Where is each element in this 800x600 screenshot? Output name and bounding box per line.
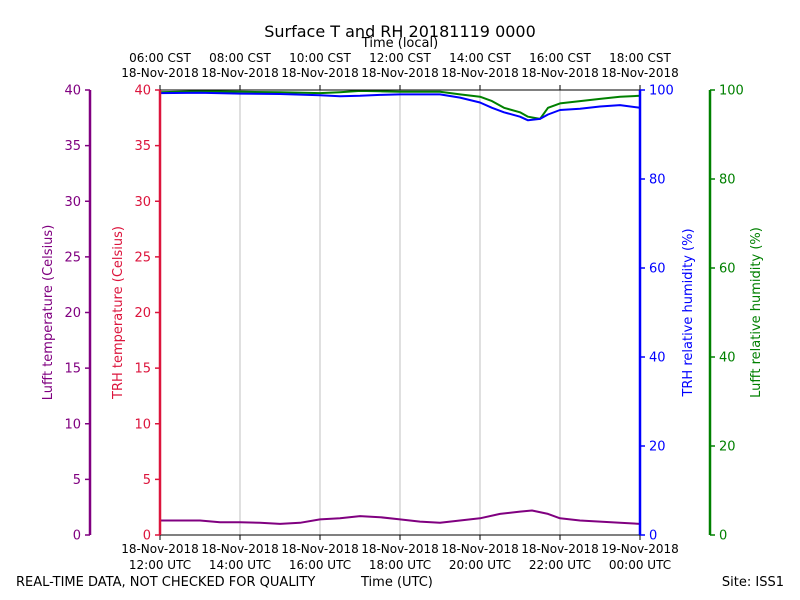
y-tick-label-lufft_temp: 20 bbox=[64, 306, 81, 321]
y-tick-label-trh_temp: 10 bbox=[134, 417, 151, 432]
quality-disclaimer: REAL-TIME DATA, NOT CHECKED FOR QUALITY bbox=[16, 575, 316, 590]
y-tick-label-lufft_rh: 60 bbox=[719, 262, 736, 277]
x-tick-label-utc-date: 18-Nov-2018 bbox=[201, 542, 279, 556]
y-tick-label-lufft_rh: 0 bbox=[719, 529, 727, 544]
x-tick-label-local-date: 18-Nov-2018 bbox=[281, 66, 359, 80]
series-trh-relative-humidity bbox=[159, 91, 641, 122]
y-tick-label-trh_rh: 80 bbox=[649, 173, 666, 188]
y-tick-label-lufft_temp: 10 bbox=[64, 417, 81, 432]
x-tick-label-local-date: 18-Nov-2018 bbox=[601, 66, 679, 80]
gridlines bbox=[239, 90, 561, 535]
x-tick-label-local-time: 06:00 CST bbox=[129, 51, 191, 65]
y-tick-label-trh_temp: 5 bbox=[143, 473, 151, 488]
y-tick-label-lufft_rh: 20 bbox=[719, 440, 736, 455]
x-tick-label-local-time: 08:00 CST bbox=[209, 51, 271, 65]
x-tick-label-local-time: 16:00 CST bbox=[529, 51, 591, 65]
x-tick-label-utc-time: 22:00 UTC bbox=[529, 558, 591, 572]
y-tick-label-trh_temp: 30 bbox=[134, 195, 151, 210]
x-tick-label-utc-date: 18-Nov-2018 bbox=[361, 542, 439, 556]
x-tick-label-local-date: 18-Nov-2018 bbox=[361, 66, 439, 80]
y-tick-label-trh_temp: 20 bbox=[134, 306, 151, 321]
y-tick-label-trh_rh: 40 bbox=[649, 351, 666, 366]
y-tick-label-lufft_temp: 35 bbox=[64, 139, 81, 154]
y-tick-label-lufft_temp: 15 bbox=[64, 362, 81, 377]
y-tick-label-trh_rh: 60 bbox=[649, 262, 666, 277]
series-lufft-relative-humidity bbox=[159, 89, 641, 120]
y-axis-title-lufft_temp: Lufft temperature (Celsius) bbox=[41, 225, 56, 401]
y-tick-label-trh_temp: 25 bbox=[134, 250, 151, 265]
y-tick-label-trh_rh: 100 bbox=[649, 84, 674, 99]
x-tick-label-local-date: 18-Nov-2018 bbox=[201, 66, 279, 80]
axes: 18-Nov-2018 12:00 UTC 18-Nov-2018 14:00 UTC… bbox=[41, 51, 764, 572]
y-tick-label-lufft_temp: 25 bbox=[64, 250, 81, 265]
y-tick-label-lufft_temp: 30 bbox=[64, 195, 81, 210]
chart-title: Surface T and RH 20181119 0000 bbox=[264, 22, 536, 41]
y-tick-label-trh_temp: 35 bbox=[134, 139, 151, 154]
y-tick-label-trh_temp: 15 bbox=[134, 362, 151, 377]
x-tick-label-utc-date: 19-Nov-2018 bbox=[601, 542, 679, 556]
x-tick-label-local-time: 10:00 CST bbox=[289, 51, 351, 65]
y-tick-label-trh_temp: 0 bbox=[143, 529, 151, 544]
y-tick-label-trh_rh: 20 bbox=[649, 440, 666, 455]
y-tick-label-lufft_temp: 5 bbox=[73, 473, 81, 488]
top-axis-label: Time (local) bbox=[361, 36, 438, 51]
site-label: Site: ISS1 bbox=[721, 575, 784, 590]
x-tick-label-utc-time: 00:00 UTC bbox=[609, 558, 671, 572]
y-tick-label-lufft_temp: 40 bbox=[64, 84, 81, 99]
series-lufft-temperature bbox=[160, 509, 641, 525]
x-tick-label-local-time: 18:00 CST bbox=[609, 51, 671, 65]
x-tick-label-local-time: 14:00 CST bbox=[449, 51, 511, 65]
x-tick-label-utc-date: 18-Nov-2018 bbox=[281, 542, 359, 556]
y-axis-title-lufft_rh: Lufft relative humidity (%) bbox=[749, 227, 764, 398]
x-tick-label-utc-time: 18:00 UTC bbox=[369, 558, 431, 572]
x-tick-label-utc-time: 20:00 UTC bbox=[449, 558, 511, 572]
y-tick-label-lufft_rh: 100 bbox=[719, 84, 744, 99]
y-tick-label-lufft_temp: 0 bbox=[73, 529, 81, 544]
x-tick-label-local-date: 18-Nov-2018 bbox=[121, 66, 199, 80]
x-tick-label-local-date: 18-Nov-2018 bbox=[441, 66, 519, 80]
series-lines bbox=[159, 89, 641, 525]
y-tick-label-lufft_rh: 40 bbox=[719, 351, 736, 366]
x-tick-label-utc-time: 16:00 UTC bbox=[289, 558, 351, 572]
x-tick-label-utc-time: 12:00 UTC bbox=[129, 558, 191, 572]
x-tick-label-local-date: 18-Nov-2018 bbox=[521, 66, 599, 80]
x-tick-label-utc-date: 18-Nov-2018 bbox=[521, 542, 599, 556]
x-axis-title: Time (UTC) bbox=[361, 575, 433, 590]
y-tick-label-trh_rh: 0 bbox=[649, 529, 657, 544]
x-tick-label-utc-date: 18-Nov-2018 bbox=[121, 542, 199, 556]
y-tick-label-trh_temp: 40 bbox=[134, 84, 151, 99]
x-tick-label-utc-time: 14:00 UTC bbox=[209, 558, 271, 572]
x-tick-label-utc-date: 18-Nov-2018 bbox=[441, 542, 519, 556]
y-axis-title-trh_temp: TRH temperature (Celsius) bbox=[111, 226, 126, 400]
y-tick-label-lufft_rh: 80 bbox=[719, 173, 736, 188]
x-tick-label-local-time: 12:00 CST bbox=[369, 51, 431, 65]
y-axis-title-trh_rh: TRH relative humidity (%) bbox=[681, 228, 696, 397]
